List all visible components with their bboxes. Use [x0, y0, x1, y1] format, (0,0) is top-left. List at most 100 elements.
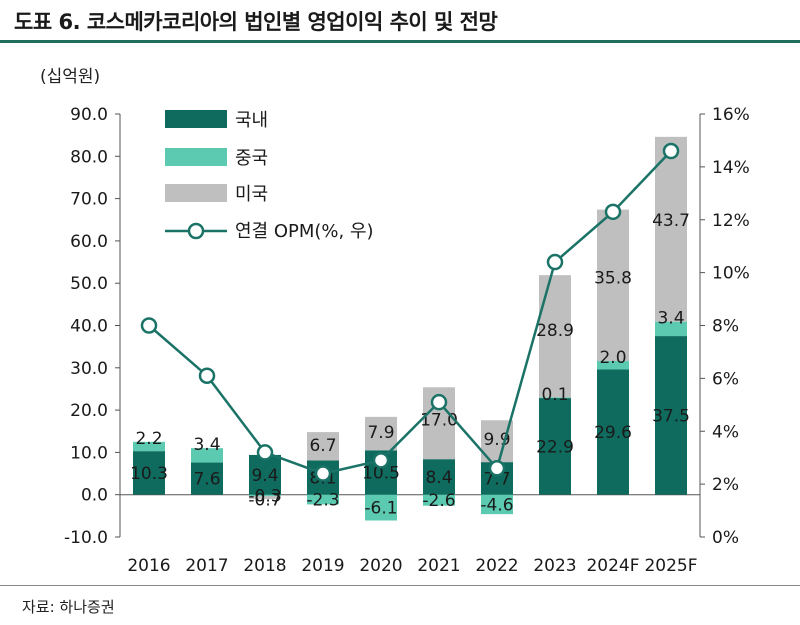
x-tick-label: 2025F — [644, 556, 697, 576]
legend-label: 중국 — [235, 148, 268, 169]
y-tick-label: 0.0 — [81, 486, 108, 506]
bar-domestic — [423, 459, 455, 495]
x-tick-label: 2019 — [301, 556, 344, 576]
bar-china — [423, 494, 455, 506]
source-note: 자료: 하나증권 — [22, 598, 115, 616]
y2-tick-label: 16% — [712, 105, 750, 125]
y-tick-label: 50.0 — [70, 274, 108, 294]
y2-tick-label: 4% — [712, 422, 739, 442]
legend-label: 미국 — [235, 184, 268, 205]
opm-point — [198, 367, 216, 384]
y2-tick-label: 6% — [712, 369, 739, 389]
data-label-china: 3.4 — [193, 435, 220, 455]
data-label-china: -6.1 — [364, 499, 397, 519]
y2-tick-label: 10% — [712, 264, 750, 284]
bar-us — [365, 416, 397, 451]
footer-divider — [0, 585, 800, 586]
x-tick-label: 2021 — [417, 556, 460, 576]
y2-tick-label: 14% — [712, 158, 750, 178]
bar-domestic — [191, 462, 223, 495]
opm-point — [140, 317, 158, 334]
data-label-us: -0.7 — [248, 490, 281, 510]
bar-us — [655, 136, 687, 322]
bar-domestic — [655, 336, 687, 495]
opm-point — [430, 393, 448, 411]
bar-us — [249, 495, 281, 499]
data-label-us: 17.0 — [420, 411, 458, 431]
bar-domestic — [133, 451, 165, 495]
bar-domestic — [597, 369, 629, 495]
data-label-china: -2.6 — [422, 491, 455, 511]
data-label-domestic: 37.5 — [652, 406, 690, 426]
data-label-domestic: 29.6 — [594, 423, 632, 443]
bar-china — [133, 441, 165, 452]
x-tick-label: 2017 — [185, 556, 228, 576]
y2-tick-label: 2% — [712, 475, 739, 495]
unit-label: (십억원) — [40, 67, 101, 87]
data-label-china: -2.3 — [306, 491, 339, 511]
y-tick-label: 60.0 — [70, 232, 108, 252]
opm-point — [256, 444, 274, 461]
opm-point — [662, 142, 680, 160]
opm-point — [314, 465, 332, 482]
y2-tick-label: 8% — [712, 317, 739, 337]
legend-label: 연결 OPM(%, 우) — [235, 221, 374, 242]
bar-china — [655, 321, 687, 337]
opm-line — [148, 150, 672, 475]
data-label-domestic: 10.3 — [130, 464, 168, 484]
legend-marker-opm — [187, 222, 205, 240]
y-tick-label: 10.0 — [70, 443, 108, 463]
bar-domestic — [249, 454, 281, 495]
y2-tick-label: 12% — [712, 211, 750, 231]
y-tick-label: -10.0 — [64, 528, 108, 548]
y-tick-label: 90.0 — [70, 105, 108, 125]
data-label-domestic: 8.4 — [425, 468, 452, 488]
y-tick-label: 70.0 — [70, 190, 108, 210]
data-label-china: -4.6 — [480, 495, 513, 515]
y2-tick-label: 0% — [712, 528, 739, 548]
data-label-domestic: 9.4 — [251, 466, 278, 486]
data-label-domestic: 22.9 — [536, 437, 574, 457]
opm-point — [372, 452, 390, 469]
y-tick-label: 30.0 — [70, 359, 108, 379]
legend-label: 국내 — [235, 110, 268, 131]
data-label-domestic: 10.5 — [362, 463, 400, 483]
bar-china — [365, 494, 397, 521]
x-tick-label: 2020 — [359, 556, 402, 576]
data-label-us: 28.9 — [536, 321, 574, 341]
bar-china — [539, 397, 571, 399]
data-label-us: 7.9 — [367, 423, 394, 443]
data-label-china: 3.4 — [657, 309, 684, 329]
bar-us — [597, 209, 629, 362]
x-tick-label: 2016 — [127, 556, 170, 576]
x-tick-label: 2023 — [533, 556, 576, 576]
bar-domestic — [539, 397, 571, 495]
data-label-china: 2.0 — [599, 348, 626, 368]
bar-us — [307, 432, 339, 461]
legend-swatch-china — [165, 148, 227, 166]
y-tick-label: 40.0 — [70, 317, 108, 337]
opm-point — [488, 460, 506, 477]
bar-china — [307, 494, 339, 505]
chart-title: 도표 6. 코스메카코리아의 법인별 영업이익 추이 및 전망 — [14, 10, 498, 34]
bar-china — [597, 361, 629, 370]
x-tick-label: 2024F — [586, 556, 639, 576]
data-label-china: 0.1 — [541, 385, 568, 405]
opm-point — [604, 203, 622, 221]
opm-point — [546, 253, 564, 271]
bar-china — [481, 494, 513, 515]
bar-china — [191, 448, 223, 463]
x-tick-label: 2018 — [243, 556, 286, 576]
y-tick-label: 80.0 — [70, 147, 108, 167]
data-label-us: 35.8 — [594, 269, 632, 289]
data-label-us: 6.7 — [309, 436, 336, 456]
title-divider — [0, 40, 800, 43]
legend-swatch-us — [165, 184, 227, 202]
x-tick-label: 2022 — [475, 556, 518, 576]
data-label-domestic: 7.6 — [193, 470, 220, 490]
y-tick-label: 20.0 — [70, 401, 108, 421]
data-label-domestic: 7.7 — [483, 469, 510, 489]
legend-swatch-domestic — [165, 110, 227, 128]
data-label-us: 43.7 — [652, 211, 690, 231]
